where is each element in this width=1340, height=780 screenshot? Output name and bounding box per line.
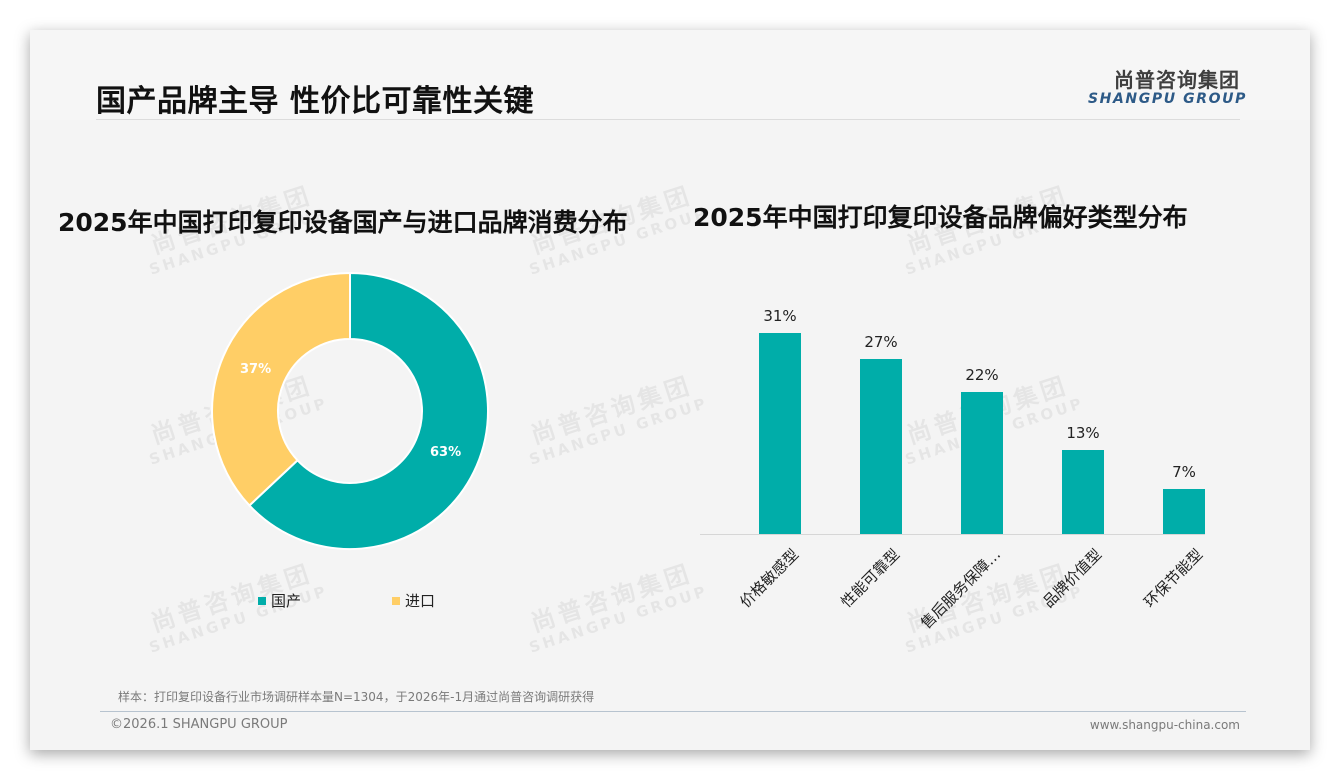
bar-value-label: 27%	[864, 333, 898, 351]
bar-value-label: 7%	[1172, 463, 1196, 481]
bar-value-label: 13%	[1066, 424, 1100, 442]
bar-category-label: 环保节能型	[1140, 545, 1207, 612]
bar-category-label: 售后服务保障…	[917, 545, 1005, 633]
donut-label-domestic: 63%	[430, 445, 462, 460]
bar-category-label: 品牌价值型	[1039, 545, 1106, 612]
bar-category-label: 性能可靠型	[837, 545, 904, 612]
footer-divider	[100, 711, 1246, 712]
bar	[759, 333, 801, 535]
bar-chart-title: 2025年中国打印复印设备品牌偏好类型分布	[693, 203, 1188, 232]
page-title: 国产品牌主导 性价比可靠性关键	[96, 84, 534, 119]
legend-label: 进口	[405, 592, 436, 610]
header-divider	[96, 119, 1240, 120]
bar-category-label: 价格敏感型	[736, 545, 803, 612]
company-logo: 尚普咨询集团 SHANGPU GROUP	[1088, 64, 1247, 107]
bar-chart: 31% 27% 22% 13% 7%	[700, 270, 1205, 535]
legend-item-import: 进口	[392, 590, 435, 611]
slide: 国产品牌主导 性价比可靠性关键 尚普咨询集团 SHANGPU GROUP 尚普咨…	[30, 30, 1310, 750]
logo-english-text: SHANGPU GROUP	[1088, 91, 1247, 107]
legend-item-domestic: 国产	[258, 590, 301, 611]
bar	[1062, 450, 1104, 535]
bar-chart-baseline	[700, 534, 1205, 535]
legend-label: 国产	[271, 592, 302, 610]
legend-swatch-yellow	[392, 596, 400, 605]
bar-value-label: 22%	[965, 366, 999, 384]
bar	[961, 392, 1003, 535]
sample-note: 样本：打印复印设备行业市场调研样本量N=1304，于2026年-1月通过尚普咨询…	[118, 690, 595, 704]
header-band	[30, 30, 1310, 120]
copyright-text: ©2026.1 SHANGPU GROUP	[110, 717, 288, 732]
bar	[1163, 489, 1205, 535]
donut-label-import: 37%	[240, 362, 272, 377]
website-text: www.shangpu-china.com	[1089, 718, 1240, 732]
logo-chinese-text: 尚普咨询集团	[1114, 68, 1240, 92]
bar-value-label: 31%	[763, 307, 797, 325]
donut-chart-graphic	[211, 271, 489, 550]
legend-swatch-teal	[258, 596, 266, 605]
donut-chart-title: 2025年中国打印复印设备国产与进口品牌消费分布	[58, 208, 628, 237]
donut-slice	[211, 271, 351, 507]
donut-chart: 63% 37%	[210, 271, 490, 551]
bar	[860, 359, 902, 535]
donut-slice	[247, 271, 489, 550]
